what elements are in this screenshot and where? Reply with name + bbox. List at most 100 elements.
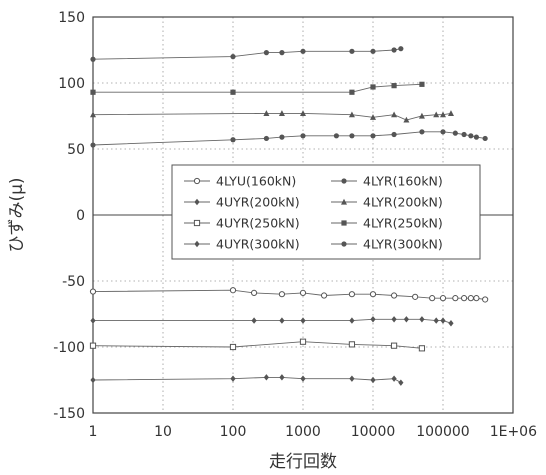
data-point xyxy=(440,111,446,118)
data-point xyxy=(419,129,425,135)
data-point xyxy=(473,134,479,140)
x-tick-label: 10 xyxy=(154,424,172,440)
y-tick-label: 150 xyxy=(58,10,85,26)
x-tick-label: 10000 xyxy=(351,424,396,440)
legend-label: 4LYU(160kN) xyxy=(216,174,296,189)
data-point xyxy=(440,129,446,135)
data-point xyxy=(370,316,376,323)
legend-box xyxy=(171,164,481,260)
data-point xyxy=(398,46,404,52)
series-line xyxy=(93,318,452,324)
data-point xyxy=(279,374,285,381)
data-point xyxy=(482,135,488,142)
legend-marker xyxy=(194,198,200,206)
legend-label: 4LYR(160kN) xyxy=(363,174,443,189)
data-point xyxy=(229,287,237,294)
data-point xyxy=(370,114,376,120)
data-point xyxy=(278,110,285,116)
data-point xyxy=(230,137,236,143)
data-point xyxy=(90,111,96,118)
data-point xyxy=(299,289,307,296)
data-point xyxy=(461,131,467,138)
data-point xyxy=(349,89,355,95)
data-point xyxy=(390,342,398,349)
series-line xyxy=(92,48,401,60)
data-point xyxy=(482,296,489,303)
data-point xyxy=(90,376,96,384)
data-point xyxy=(320,292,328,299)
data-point xyxy=(300,48,306,54)
y-tick-label: 50 xyxy=(67,142,85,158)
data-point xyxy=(279,317,285,324)
data-point xyxy=(440,317,446,324)
data-point xyxy=(279,134,285,140)
legend-label: 4UYR(300kN) xyxy=(216,237,300,252)
legend-marker xyxy=(194,240,200,248)
series-2 xyxy=(90,81,425,95)
x-tick-label: 1E+06 xyxy=(490,424,537,440)
legend-entry: 4LYR(300kN) xyxy=(331,237,443,252)
data-point xyxy=(391,316,397,323)
data-point xyxy=(300,317,306,324)
legend-marker xyxy=(193,219,201,227)
data-point xyxy=(251,317,257,324)
series-6 xyxy=(90,316,454,327)
data-point xyxy=(391,375,397,382)
data-point xyxy=(230,54,236,60)
data-point xyxy=(263,50,269,56)
legend-marker xyxy=(341,198,347,205)
x-tick-label: 1 xyxy=(89,424,98,440)
data-point xyxy=(349,133,355,139)
legend-label: 4UYR(200kN) xyxy=(216,195,300,210)
data-point xyxy=(418,112,425,119)
legend-marker xyxy=(341,178,347,184)
data-point xyxy=(89,288,97,295)
data-point xyxy=(349,48,355,54)
data-point xyxy=(452,295,459,302)
data-point xyxy=(370,133,376,139)
legend-marker xyxy=(193,177,201,185)
data-point xyxy=(370,84,376,90)
data-point xyxy=(278,291,286,298)
series-4 xyxy=(90,129,488,148)
x-tick-label: 100000 xyxy=(416,424,469,440)
series-line xyxy=(92,112,452,121)
legend-entry: 4LYR(250kN) xyxy=(331,216,443,231)
legend-marker xyxy=(341,220,347,226)
data-point xyxy=(333,133,339,139)
series-line xyxy=(93,83,422,93)
data-point xyxy=(467,295,474,302)
legend-label: 4UYR(250kN) xyxy=(216,216,300,231)
data-point xyxy=(300,133,306,139)
data-point xyxy=(419,81,425,87)
data-point xyxy=(468,133,474,139)
legend-label: 4LYR(300kN) xyxy=(363,237,443,252)
y-axis-title: ひずみ(μ) xyxy=(7,177,27,252)
data-point xyxy=(403,316,409,323)
data-point xyxy=(300,110,306,116)
data-point xyxy=(263,135,269,142)
data-point xyxy=(370,48,376,54)
data-point xyxy=(390,292,398,299)
data-point xyxy=(348,111,355,118)
legend-entry: 4UYR(250kN) xyxy=(184,216,300,231)
data-point xyxy=(433,317,439,324)
data-point xyxy=(370,376,376,384)
x-tick-label: 1000 xyxy=(285,424,321,440)
data-point xyxy=(418,345,426,352)
data-point xyxy=(348,341,356,348)
series-line xyxy=(92,341,422,349)
data-point xyxy=(90,142,96,148)
series-7 xyxy=(89,338,426,352)
legend-label: 4LYR(200kN) xyxy=(363,195,443,210)
data-point xyxy=(349,317,355,324)
y-tick-label: -50 xyxy=(62,274,85,290)
legend: 4LYU(160kN) 4LYR(160kN) 4UYR(200kN) 4LYR(20… xyxy=(171,164,481,260)
y-tick-label: 100 xyxy=(58,76,85,92)
data-point xyxy=(391,111,398,118)
data-point xyxy=(230,89,236,95)
data-point xyxy=(230,375,236,382)
series-3 xyxy=(90,110,454,123)
data-point xyxy=(429,295,436,302)
y-tick-label: -150 xyxy=(53,406,85,422)
